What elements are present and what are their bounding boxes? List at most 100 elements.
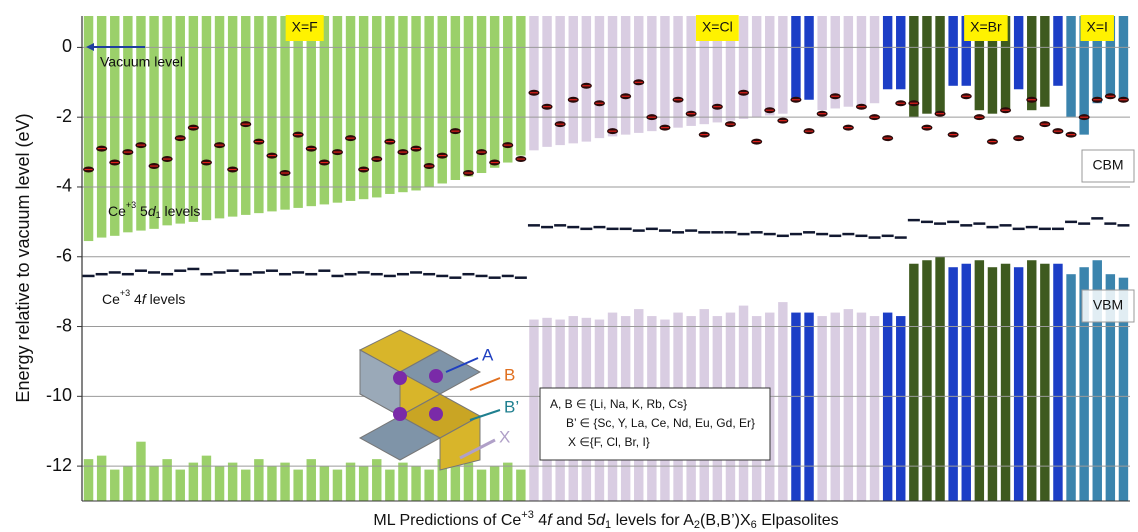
vbm-bar [791,313,800,501]
vbm-label: VBM [1093,297,1123,313]
cbm-bar [844,16,853,107]
vbm-bar [398,463,407,501]
vbm-bar [778,302,787,501]
vbm-bar [320,466,329,501]
vbm-bar [97,456,106,501]
chart: Vacuum level Ce+3 5d1 levels Ce+3 4f lev… [0,0,1138,532]
vbm-bar [857,313,866,501]
vbm-bar [241,470,250,501]
cbm-bar [634,16,643,133]
group-label: X=F [292,19,318,35]
x-title-part: ML Predictions of Ce [373,512,521,529]
y-tick-label: -4 [56,176,72,196]
cbm-bar [922,16,931,114]
vbm-bar [1040,264,1049,501]
cbm-bar [1014,16,1023,89]
cbm-bar [307,16,316,206]
vbm-bar [385,470,394,501]
cbm-bar [896,16,905,89]
vbm-bar [228,463,237,501]
vbm-bar [804,313,813,501]
y-tick-label: -8 [56,315,72,335]
cbm-bar [647,16,656,131]
vbm-bar [831,313,840,501]
vbm-bar [110,470,119,501]
t: +3 [120,288,130,298]
cbm-bar [1053,16,1062,86]
legend-line: B’ ∈ {Sc, Y, La, Ce, Nd, Eu, Gd, Er} [566,416,755,430]
cbm-bar [739,16,748,119]
legend-line: X ∈{F, Cl, Br, I} [568,435,650,449]
cbm-bar [765,16,774,115]
vbm-bar [346,463,355,501]
x-title-part: levels for A [611,512,694,529]
vbm-bar [333,470,342,501]
vbm-bar [962,264,971,501]
cbm-bar [935,16,944,114]
t: 4 [130,291,142,307]
cbm-bar [1040,16,1049,107]
vbm-bar [896,316,905,501]
cbm-bar [804,16,813,100]
vbm-bar [307,459,316,501]
vbm-bar [529,320,538,501]
cbm-bar [136,16,145,231]
cbm-bar [241,16,250,215]
cbm-bar [464,16,473,177]
vbm-bar [935,257,944,501]
crystal-label: A [482,345,494,364]
t: 5 [136,203,148,219]
vbm-bar [84,459,93,501]
vbm-bar [1053,264,1062,501]
crystal-label: X [499,427,510,446]
vbm-bar [424,470,433,501]
vbm-bar [1001,264,1010,501]
cbm-bar [817,16,826,110]
vbm-bar [490,466,499,501]
vbm-bar [883,313,892,501]
cbm-bar [516,16,525,156]
crystal-label: B [504,365,515,384]
level-4f-label: Ce+3 4f levels [102,288,185,306]
cbm-bar [870,16,879,103]
cbm-bar [582,16,591,142]
vbm-bar [162,459,171,501]
cbm-bar [293,16,302,208]
group-label: X=I [1087,19,1108,35]
x-title-part: Elpasolites [757,512,839,529]
cbm-bar [385,16,394,194]
t: +3 [126,200,136,210]
cbm-bar [503,16,512,163]
vbm-bar [975,260,984,501]
cbm-bar [97,16,106,238]
cbm-bar [451,16,460,180]
t: Ce [102,291,120,307]
x-axis-title: ML Predictions of Ce+3 4f and 5d1 levels… [373,509,838,531]
cbm-bar [542,16,551,147]
vbm-bar [1066,274,1075,501]
x-title-part: +3 [521,509,534,521]
vbm-bar [123,466,132,501]
cbm-bar [660,16,669,129]
vbm-bar [293,470,302,501]
y-tick-label: 0 [62,36,72,56]
vbm-bar [136,442,145,501]
vbm-bar [451,466,460,501]
cbm-bar [333,16,342,203]
cbm-bar [569,16,578,143]
x-title-part: (B,B’)X [700,512,751,529]
vbm-bar [870,316,879,501]
level-layer [83,79,1130,277]
vbm-bar [411,466,420,501]
vbm-bar [477,470,486,501]
cbm-bar [267,16,276,211]
cbm-bar [948,16,957,86]
x-title-part: 4 [534,512,547,529]
cbm-bar [1027,16,1036,110]
cbm-bar [202,16,211,220]
cbm-bar [424,16,433,187]
vbm-bar [464,463,473,501]
cbm-label: CBM [1092,157,1123,173]
legend-line: A, B ∈ {Li, Na, K, Rb, Cs} [550,397,687,411]
cbm-bar [752,16,761,117]
